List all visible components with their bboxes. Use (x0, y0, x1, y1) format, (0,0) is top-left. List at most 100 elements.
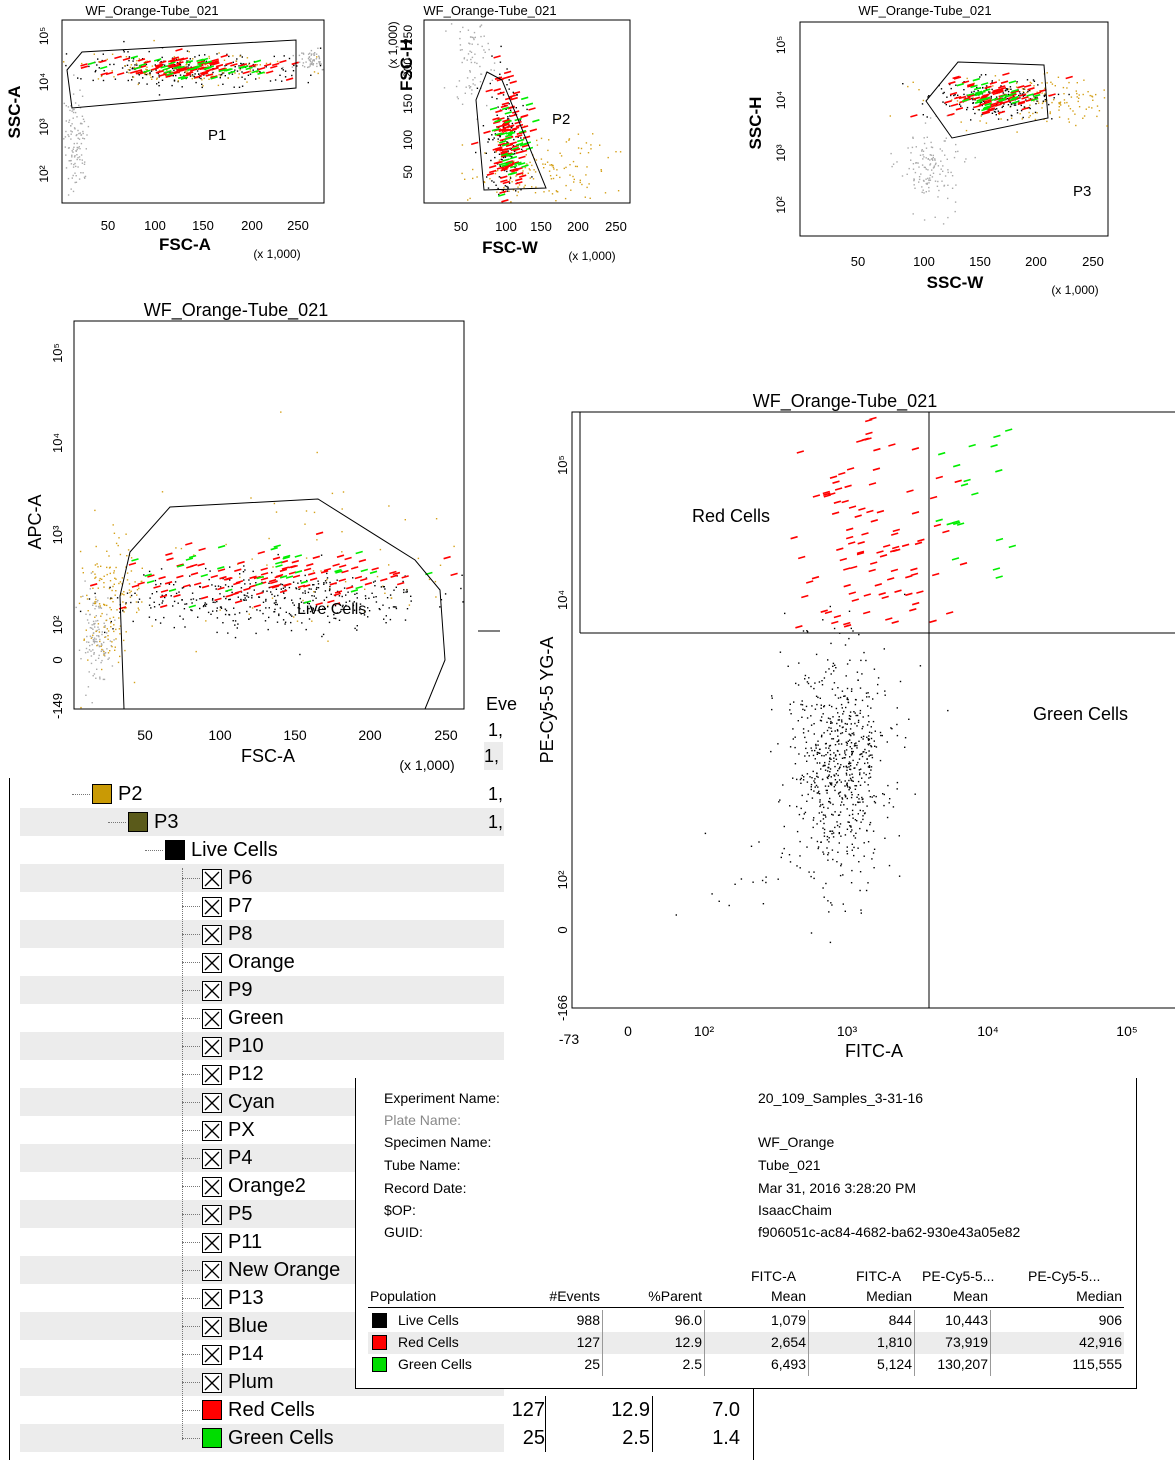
event-dot (99, 678, 101, 680)
event-dot (472, 79, 474, 81)
event-dot (820, 768, 822, 770)
event-mark (333, 592, 342, 597)
event-dot (158, 74, 160, 76)
stats-events: 25 (584, 1356, 600, 1372)
event-dot (531, 164, 533, 167)
event-dot (546, 161, 549, 163)
event-dot (98, 67, 100, 69)
event-mark (796, 450, 805, 454)
event-dot (299, 607, 301, 610)
event-dot (186, 50, 189, 52)
event-dot (852, 803, 854, 806)
event-dot (380, 586, 383, 588)
event-dot (219, 75, 222, 77)
event-dot (841, 732, 844, 734)
hierarchy-row-orange[interactable]: Orange (20, 948, 504, 976)
event-dot (265, 62, 268, 65)
event-dot (555, 200, 557, 202)
event-dot (406, 608, 409, 610)
hierarchy-row-p3[interactable]: P3 (20, 808, 504, 836)
event-dot (79, 89, 81, 91)
plot1-xlabel: FSC-A (159, 235, 211, 254)
event-dot (85, 629, 87, 631)
event-dot (204, 605, 207, 607)
event-dot (949, 83, 951, 86)
event-dot (497, 138, 499, 140)
event-dot (572, 175, 574, 178)
specimen-name-label: Specimen Name: (384, 1134, 492, 1150)
event-dot (314, 52, 316, 54)
event-dot (70, 125, 72, 127)
event-dot (299, 653, 301, 656)
event-mark (953, 76, 962, 80)
event-mark (929, 619, 937, 624)
tree-connector (182, 1410, 200, 1411)
event-dot (489, 178, 491, 180)
event-dot (844, 644, 847, 646)
event-dot (517, 186, 519, 188)
event-dot (228, 614, 231, 616)
event-dot (844, 794, 846, 796)
event-dot (1011, 115, 1013, 117)
event-dot (364, 588, 366, 590)
hierarchy-row-orange2[interactable]: Orange2 (20, 1172, 504, 1200)
event-dot (821, 680, 823, 682)
hierarchy-row-p14[interactable]: P14 (20, 1340, 504, 1368)
event-dot (165, 594, 167, 596)
event-mark (1000, 80, 1009, 84)
event-dot (907, 85, 909, 88)
event-dot (373, 596, 375, 598)
event-dot (481, 45, 483, 48)
event-dot (504, 185, 506, 187)
hierarchy-row-red-cells[interactable]: Red Cells (20, 1396, 504, 1424)
hierarchy-row-p7[interactable]: P7 (20, 892, 504, 920)
event-dot (840, 835, 842, 837)
event-dot (777, 878, 779, 880)
hierarchy-row-p6[interactable]: P6 (20, 864, 504, 892)
hierarchy-row-p2[interactable]: P2 (20, 780, 504, 808)
hierarchy-row-p11[interactable]: P11 (20, 1228, 504, 1256)
hierarchy-row-p13[interactable]: P13 (20, 1284, 504, 1312)
event-dot (124, 607, 126, 610)
event-dot (873, 848, 876, 850)
event-dot (1042, 100, 1045, 102)
event-dot (798, 662, 800, 664)
hierarchy-row-px[interactable]: PX (20, 1116, 504, 1144)
hierarchy-row-p8[interactable]: P8 (20, 920, 504, 948)
event-dot (490, 69, 492, 71)
event-dot (783, 825, 785, 828)
event-dot (150, 607, 152, 609)
event-dot (240, 587, 243, 589)
event-dot (1072, 110, 1074, 112)
event-mark (355, 550, 363, 555)
hierarchy-row-p12[interactable]: P12 (20, 1060, 504, 1088)
event-dot (305, 510, 308, 512)
tree-connector (182, 1242, 200, 1243)
event-dot (910, 159, 912, 161)
event-dot (204, 54, 206, 56)
event-dot (138, 74, 140, 76)
event-mark (137, 581, 145, 586)
event-dot (898, 835, 900, 837)
col-parent: %Parent (648, 1288, 702, 1304)
hierarchy-row-p9[interactable]: P9 (20, 976, 504, 1004)
event-mark (218, 67, 226, 71)
event-dot (974, 156, 976, 159)
event-mark (845, 535, 854, 540)
hierarchy-row-green-cells[interactable]: Green Cells (20, 1424, 504, 1452)
event-dot (848, 610, 851, 612)
event-dot (304, 592, 306, 594)
event-dot (944, 140, 946, 142)
event-dot (852, 732, 855, 734)
event-dot (862, 735, 865, 738)
hierarchy-row-green[interactable]: Green (20, 1004, 504, 1032)
event-dot (65, 130, 67, 133)
hierarchy-row-live-cells[interactable]: Live Cells (20, 836, 504, 864)
hierarchy-row-p10[interactable]: P10 (20, 1032, 504, 1060)
event-dot (341, 606, 344, 608)
event-dot (956, 100, 959, 102)
stats-col-divider (704, 1310, 705, 1376)
event-dot (832, 738, 835, 740)
event-dot (93, 642, 96, 644)
